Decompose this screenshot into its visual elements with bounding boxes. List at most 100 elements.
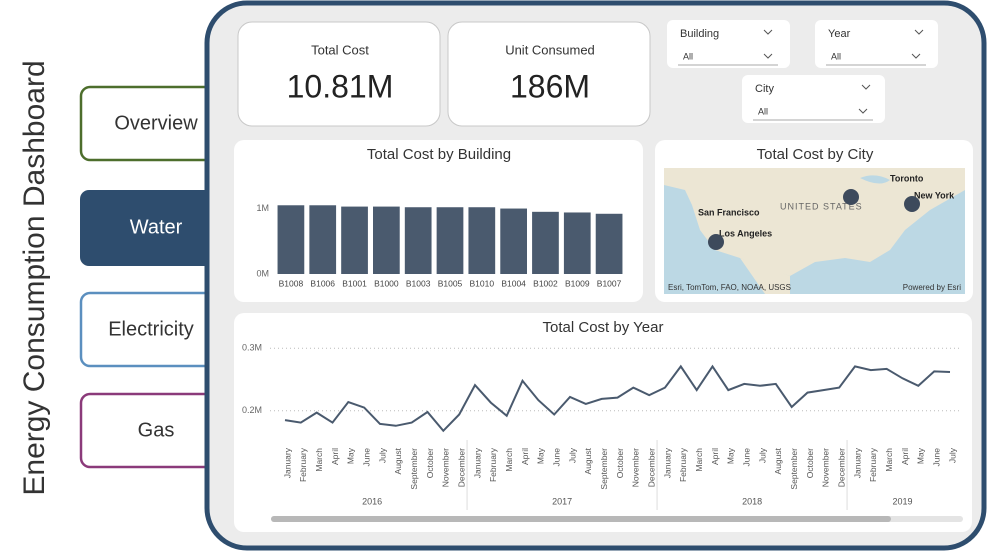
slicer-value[interactable]: All	[758, 106, 768, 116]
map-attribution: Esri, TomTom, FAO, NOAA, USGS	[668, 283, 791, 292]
x-tick-label: December	[456, 448, 466, 487]
bar	[532, 211, 559, 274]
x-tick-label: November	[821, 448, 831, 487]
x-tick-label: October	[805, 448, 815, 478]
slicer[interactable]: Building All	[667, 20, 790, 68]
kpi-card	[237, 21, 441, 127]
x-tick-label: December	[646, 448, 656, 487]
chevron[interactable]	[763, 29, 773, 35]
kpi-value: 10.81M	[287, 68, 394, 104]
map-label: Toronto	[890, 173, 924, 183]
chart-panel	[234, 313, 972, 532]
bar	[341, 206, 368, 274]
slicer[interactable]: City All	[742, 75, 885, 123]
slicer-value[interactable]: All	[831, 51, 841, 61]
x-tick-label: B1008	[279, 278, 304, 288]
x-tick-label: September	[409, 448, 419, 490]
nav-label[interactable]: Electricity	[108, 318, 194, 340]
slicer-value[interactable]: All	[683, 51, 693, 61]
kpi-label: Total Cost	[311, 42, 369, 57]
map-bubble[interactable]	[843, 189, 859, 205]
x-group-label: 2016	[362, 496, 382, 506]
y-tick-label: 0.3M	[242, 343, 262, 353]
chevron[interactable]	[911, 53, 921, 59]
x-group-label: 2017	[552, 496, 572, 506]
x-group-label: 2018	[742, 496, 762, 506]
bar	[500, 208, 527, 274]
nav-label[interactable]: Water	[130, 216, 183, 238]
x-tick-label: November	[441, 448, 451, 487]
x-tick-label: B1006	[310, 278, 335, 288]
x-tick-label: B1010	[470, 278, 495, 288]
x-tick-label: April	[710, 448, 720, 465]
x-tick-label: B1003	[406, 278, 431, 288]
scrollbar-thumb[interactable]	[271, 516, 891, 522]
bar	[563, 212, 591, 274]
x-group-label: 2019	[892, 496, 912, 506]
x-tick-label: August	[583, 447, 593, 474]
x-tick-label: March	[884, 448, 894, 472]
map-credit: Powered by Esri	[903, 283, 961, 292]
map-land	[664, 168, 965, 276]
map-bubble[interactable]	[708, 234, 724, 250]
x-tick-label: January	[472, 447, 482, 478]
bar	[595, 213, 623, 274]
nav-button-active[interactable]	[80, 190, 220, 266]
chevron[interactable]	[914, 29, 924, 35]
nav-label[interactable]: Gas	[138, 419, 175, 441]
slicer[interactable]: Year All	[815, 20, 938, 68]
map-label: UNITED STATES	[780, 201, 863, 211]
x-tick-label: January	[282, 447, 292, 478]
x-tick-label: January	[852, 447, 862, 478]
kpi-label: Unit Consumed	[505, 42, 595, 57]
slicer-label: City	[755, 83, 774, 95]
slicer-label: Building	[680, 28, 719, 40]
x-tick-label: April	[330, 448, 340, 465]
x-tick-label: June	[361, 448, 371, 467]
map-label: New York	[914, 190, 955, 200]
x-tick-label: February	[488, 447, 498, 482]
x-tick-label: December	[836, 448, 846, 487]
x-tick-label: B1007	[597, 278, 622, 288]
map-label: Los Angeles	[719, 228, 772, 238]
x-tick-label: November	[631, 448, 641, 487]
y-tick-label: 0M	[256, 268, 269, 278]
chart-title: Total Cost by Year	[543, 319, 664, 336]
x-tick-label: B1009	[565, 278, 590, 288]
slicer-box[interactable]	[815, 20, 938, 68]
kpi-card	[447, 21, 651, 127]
x-tick-label: B1001	[342, 278, 367, 288]
y-tick-label: 1M	[256, 203, 269, 213]
x-tick-label: July	[947, 447, 957, 463]
x-tick-label: July	[377, 447, 387, 463]
x-tick-label: June	[741, 448, 751, 467]
chart-title: Total Cost by City	[757, 146, 874, 163]
bar	[404, 207, 432, 274]
bar	[277, 205, 305, 274]
map-lake	[860, 175, 890, 184]
slicer-box[interactable]	[667, 20, 790, 68]
y-tick-label: 0.2M	[242, 405, 262, 415]
x-tick-label: February	[298, 447, 308, 482]
chevron[interactable]	[858, 108, 868, 114]
x-tick-label: B1004	[501, 278, 526, 288]
x-tick-label: April	[900, 448, 910, 465]
x-tick-label: B1000	[374, 278, 399, 288]
line-series	[284, 364, 951, 433]
map-bubble[interactable]	[904, 196, 920, 212]
chart-title: Total Cost by Building	[367, 146, 511, 163]
chevron[interactable]	[763, 53, 773, 59]
x-tick-label: September	[599, 448, 609, 490]
x-tick-label: February	[868, 447, 878, 482]
x-tick-label: August	[773, 447, 783, 474]
x-tick-label: June	[551, 448, 561, 467]
nav-label[interactable]: Overview	[114, 112, 198, 134]
chevron[interactable]	[861, 84, 871, 90]
bar	[468, 207, 496, 274]
slicer-box[interactable]	[742, 75, 885, 123]
x-tick-label: March	[694, 448, 704, 472]
kpi-value: 186M	[510, 68, 590, 104]
x-tick-label: August	[393, 447, 403, 474]
x-tick-label: June	[931, 448, 941, 467]
x-tick-label: February	[678, 447, 688, 482]
